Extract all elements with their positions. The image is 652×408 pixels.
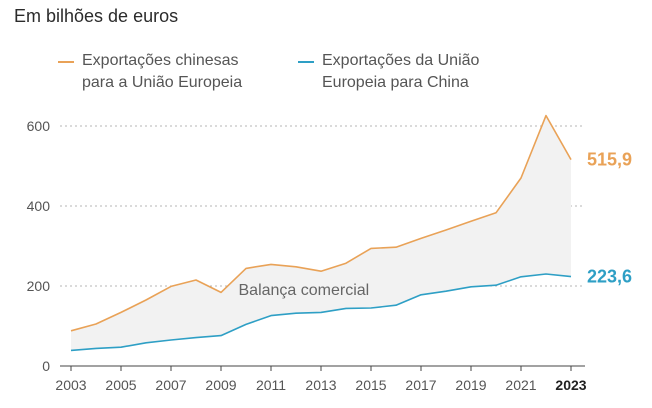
x-tick-label: 2013 (305, 377, 336, 393)
x-tick-label: 2005 (105, 377, 136, 393)
x-tick-label: 2017 (405, 377, 436, 393)
y-tick-label: 200 (27, 278, 51, 294)
end-label-eu-exports: 223,6 (587, 267, 632, 287)
legend-label-china-exports: Exportações chinesas para a União Europe… (82, 50, 242, 94)
x-tick-label: 2019 (455, 377, 486, 393)
x-tick-label: 2021 (505, 377, 536, 393)
y-tick-label: 600 (27, 118, 51, 134)
legend-label-eu-exports: Exportações da União Europeia para China (322, 50, 479, 94)
legend-label-line-2: Europeia para China (322, 74, 469, 91)
x-tick-label: 2003 (55, 377, 86, 393)
end-label-china-exports: 515,9 (587, 150, 632, 170)
x-tick-label: 2023 (555, 377, 586, 393)
legend-swatch-orange (58, 61, 74, 63)
y-tick-label: 400 (27, 198, 51, 214)
trade-balance-fill (71, 115, 571, 351)
x-tick-label: 2011 (256, 377, 286, 393)
trade-balance-label: Balança comercial (239, 282, 370, 299)
legend-label-line-1: Exportações da União (322, 52, 480, 69)
x-tick-label: 2007 (155, 377, 186, 393)
chart-labels: 515,9 223,6 Balança comercial (239, 150, 633, 299)
axes: 0 200 400 600 2003 2005 2007 2009 2011 2013 2015 20… (27, 118, 587, 393)
series-lines (70, 114, 572, 352)
x-tick-label: 2015 (355, 377, 386, 393)
y-tick-label: 0 (42, 358, 50, 374)
legend-label-line-2: para a União Europeia (82, 74, 243, 91)
x-tick-label: 2009 (205, 377, 236, 393)
chart-subtitle: Em bilhões de euros (14, 6, 179, 26)
legend-swatch-blue (298, 61, 314, 63)
legend-label-line-1: Exportações chinesas (82, 52, 239, 69)
trade-balance-area (71, 115, 571, 351)
